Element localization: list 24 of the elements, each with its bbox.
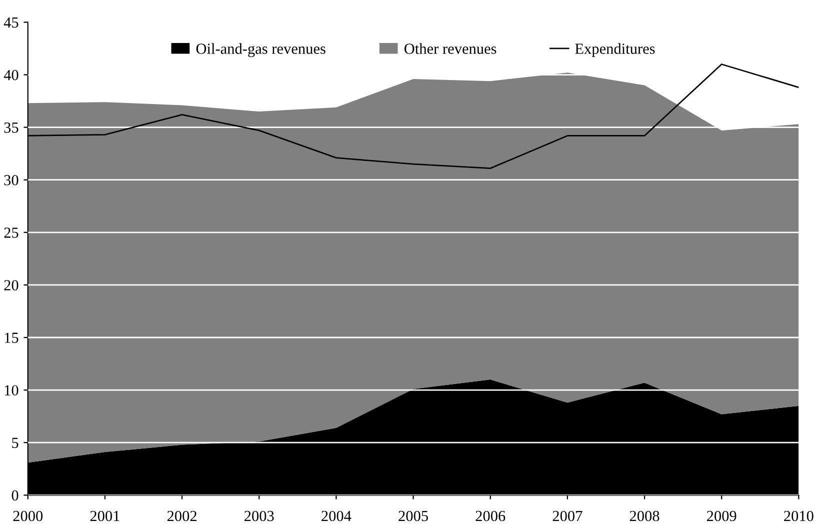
y-tick-label: 25 — [4, 228, 18, 238]
y-tick-label: 5 — [12, 438, 18, 448]
x-tick-label: 2010 — [784, 510, 814, 522]
y-tick-label: 20 — [4, 280, 18, 290]
x-tick-label: 2007 — [552, 510, 582, 522]
legend-label: Expenditures — [575, 43, 655, 58]
x-tick-label: 2001 — [90, 510, 120, 522]
x-tick-label: 2005 — [398, 510, 428, 522]
y-tick-label: 40 — [4, 70, 18, 80]
x-tick-label: 2009 — [706, 510, 736, 522]
y-tick-label: 10 — [4, 385, 18, 396]
x-tick-label: 2000 — [13, 510, 43, 522]
x-tick-label: 2002 — [167, 510, 196, 522]
x-tick-label: 2003 — [244, 510, 274, 522]
x-tick-label: 2004 — [322, 510, 352, 522]
y-tick-label: 45 — [4, 17, 18, 28]
y-tick-label: 35 — [4, 122, 18, 133]
y-tick-label: 0 — [12, 490, 18, 501]
legend-label: Oil-and-gas revenues — [196, 43, 326, 58]
x-tick-label: 2008 — [630, 510, 660, 522]
y-tick-label: 15 — [4, 332, 18, 343]
y-tick-label: 30 — [4, 175, 18, 186]
legend-label: Other revenues — [404, 43, 496, 54]
x-tick-label: 2006 — [476, 510, 506, 522]
